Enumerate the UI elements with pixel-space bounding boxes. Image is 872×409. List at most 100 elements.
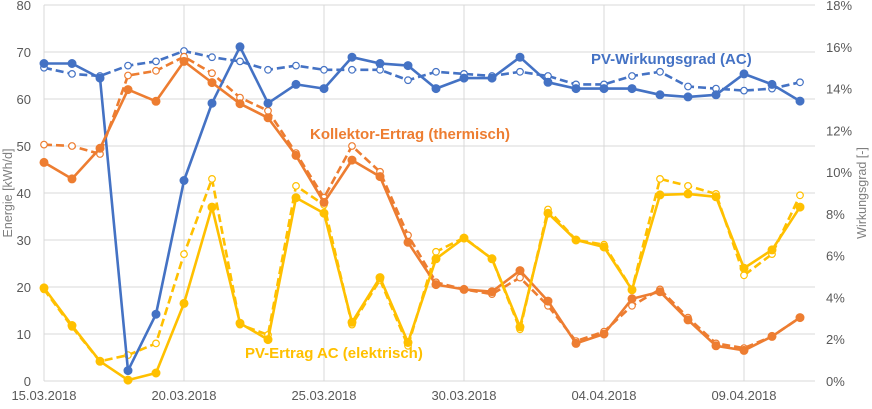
data-point <box>683 315 693 325</box>
data-point <box>404 76 412 85</box>
data-point <box>487 287 497 297</box>
data-point <box>795 202 805 212</box>
data-point <box>179 56 189 66</box>
data-point <box>739 69 749 79</box>
data-point <box>711 192 721 202</box>
data-point <box>599 242 609 252</box>
data-point <box>431 84 441 94</box>
right-tick-label: 16% <box>826 40 852 55</box>
data-point <box>767 245 777 255</box>
data-point <box>68 69 76 78</box>
data-point <box>403 61 413 71</box>
data-point <box>711 90 721 100</box>
x-tick-label: 25.03.2018 <box>291 388 356 403</box>
right-tick-label: 12% <box>826 123 852 138</box>
data-point <box>207 78 217 88</box>
data-point <box>347 52 357 62</box>
data-point <box>683 189 693 199</box>
data-point <box>292 61 300 70</box>
right-tick-label: 0% <box>826 374 845 389</box>
left-axis-ticks: 0 10 20 30 40 50 60 70 80 <box>17 0 31 389</box>
data-point <box>151 309 161 319</box>
data-point <box>152 57 160 66</box>
data-point <box>516 273 524 282</box>
data-point <box>292 181 300 190</box>
data-point <box>599 329 609 339</box>
data-point <box>767 331 777 341</box>
data-point <box>683 92 693 102</box>
data-point <box>207 202 217 212</box>
data-point <box>711 341 721 351</box>
data-point <box>403 237 413 247</box>
x-axis-ticks: 15.03.2018 20.03.2018 25.03.2018 30.03.2018… <box>11 388 776 403</box>
data-point <box>487 73 497 83</box>
data-point <box>684 181 692 190</box>
data-point <box>348 65 356 74</box>
series-layer <box>39 42 805 385</box>
data-point <box>795 96 805 106</box>
data-point <box>67 174 77 184</box>
data-point <box>627 285 637 295</box>
data-point <box>208 69 216 78</box>
data-point <box>180 250 188 259</box>
data-point <box>319 208 329 218</box>
left-tick-label: 60 <box>17 92 31 107</box>
x-tick-label: 30.03.2018 <box>431 388 496 403</box>
annotation-pv-efficiency: PV-Wirkungsgrad (AC) <box>591 51 752 68</box>
data-point <box>123 85 133 95</box>
data-point <box>740 271 748 280</box>
data-point <box>599 84 609 94</box>
data-point <box>515 322 525 332</box>
right-tick-label: 18% <box>826 0 852 13</box>
data-point <box>796 78 804 87</box>
series-2-solid <box>39 56 805 355</box>
data-point <box>95 73 105 83</box>
data-point <box>739 263 749 273</box>
data-point <box>263 98 273 108</box>
data-point <box>95 356 105 366</box>
data-point <box>123 375 133 385</box>
data-point <box>543 296 553 306</box>
data-point <box>208 53 216 62</box>
left-tick-label: 20 <box>17 280 31 295</box>
x-tick-label: 15.03.2018 <box>11 388 76 403</box>
left-axis-title: Energie [kWh/d] <box>1 149 15 238</box>
left-tick-label: 40 <box>17 186 31 201</box>
data-point <box>795 313 805 323</box>
annotation-pv-yield: PV-Ertrag AC (elektrisch) <box>245 345 423 362</box>
data-point <box>319 84 329 94</box>
data-point <box>347 317 357 327</box>
data-point <box>432 67 440 76</box>
data-point <box>515 52 525 62</box>
data-point <box>347 155 357 165</box>
right-axis-ticks: 0% 2% 4% 6% 8% 10% 12% 14% 16% 18% <box>826 0 852 389</box>
right-tick-label: 10% <box>826 165 852 180</box>
data-point <box>432 247 440 256</box>
right-tick-label: 14% <box>826 82 852 97</box>
data-point <box>543 77 553 87</box>
data-point <box>656 174 664 183</box>
data-point <box>123 366 133 376</box>
x-tick-label: 09.04.2018 <box>711 388 776 403</box>
data-point <box>767 79 777 89</box>
data-point <box>67 59 77 68</box>
data-point <box>40 140 48 149</box>
data-point <box>152 66 160 75</box>
data-point <box>263 335 273 345</box>
data-point <box>375 172 385 182</box>
right-tick-label: 2% <box>826 332 845 347</box>
data-point <box>684 82 692 91</box>
data-point <box>375 273 385 283</box>
data-point <box>516 67 524 76</box>
data-point <box>235 318 245 328</box>
left-tick-label: 80 <box>17 0 31 13</box>
data-point <box>515 266 525 276</box>
left-tick-label: 50 <box>17 139 31 154</box>
data-point <box>207 98 217 108</box>
right-tick-label: 8% <box>826 207 845 222</box>
data-point <box>655 90 665 100</box>
data-point <box>236 57 244 66</box>
data-point <box>656 67 664 76</box>
data-point <box>628 72 636 80</box>
left-tick-label: 0 <box>24 374 31 389</box>
